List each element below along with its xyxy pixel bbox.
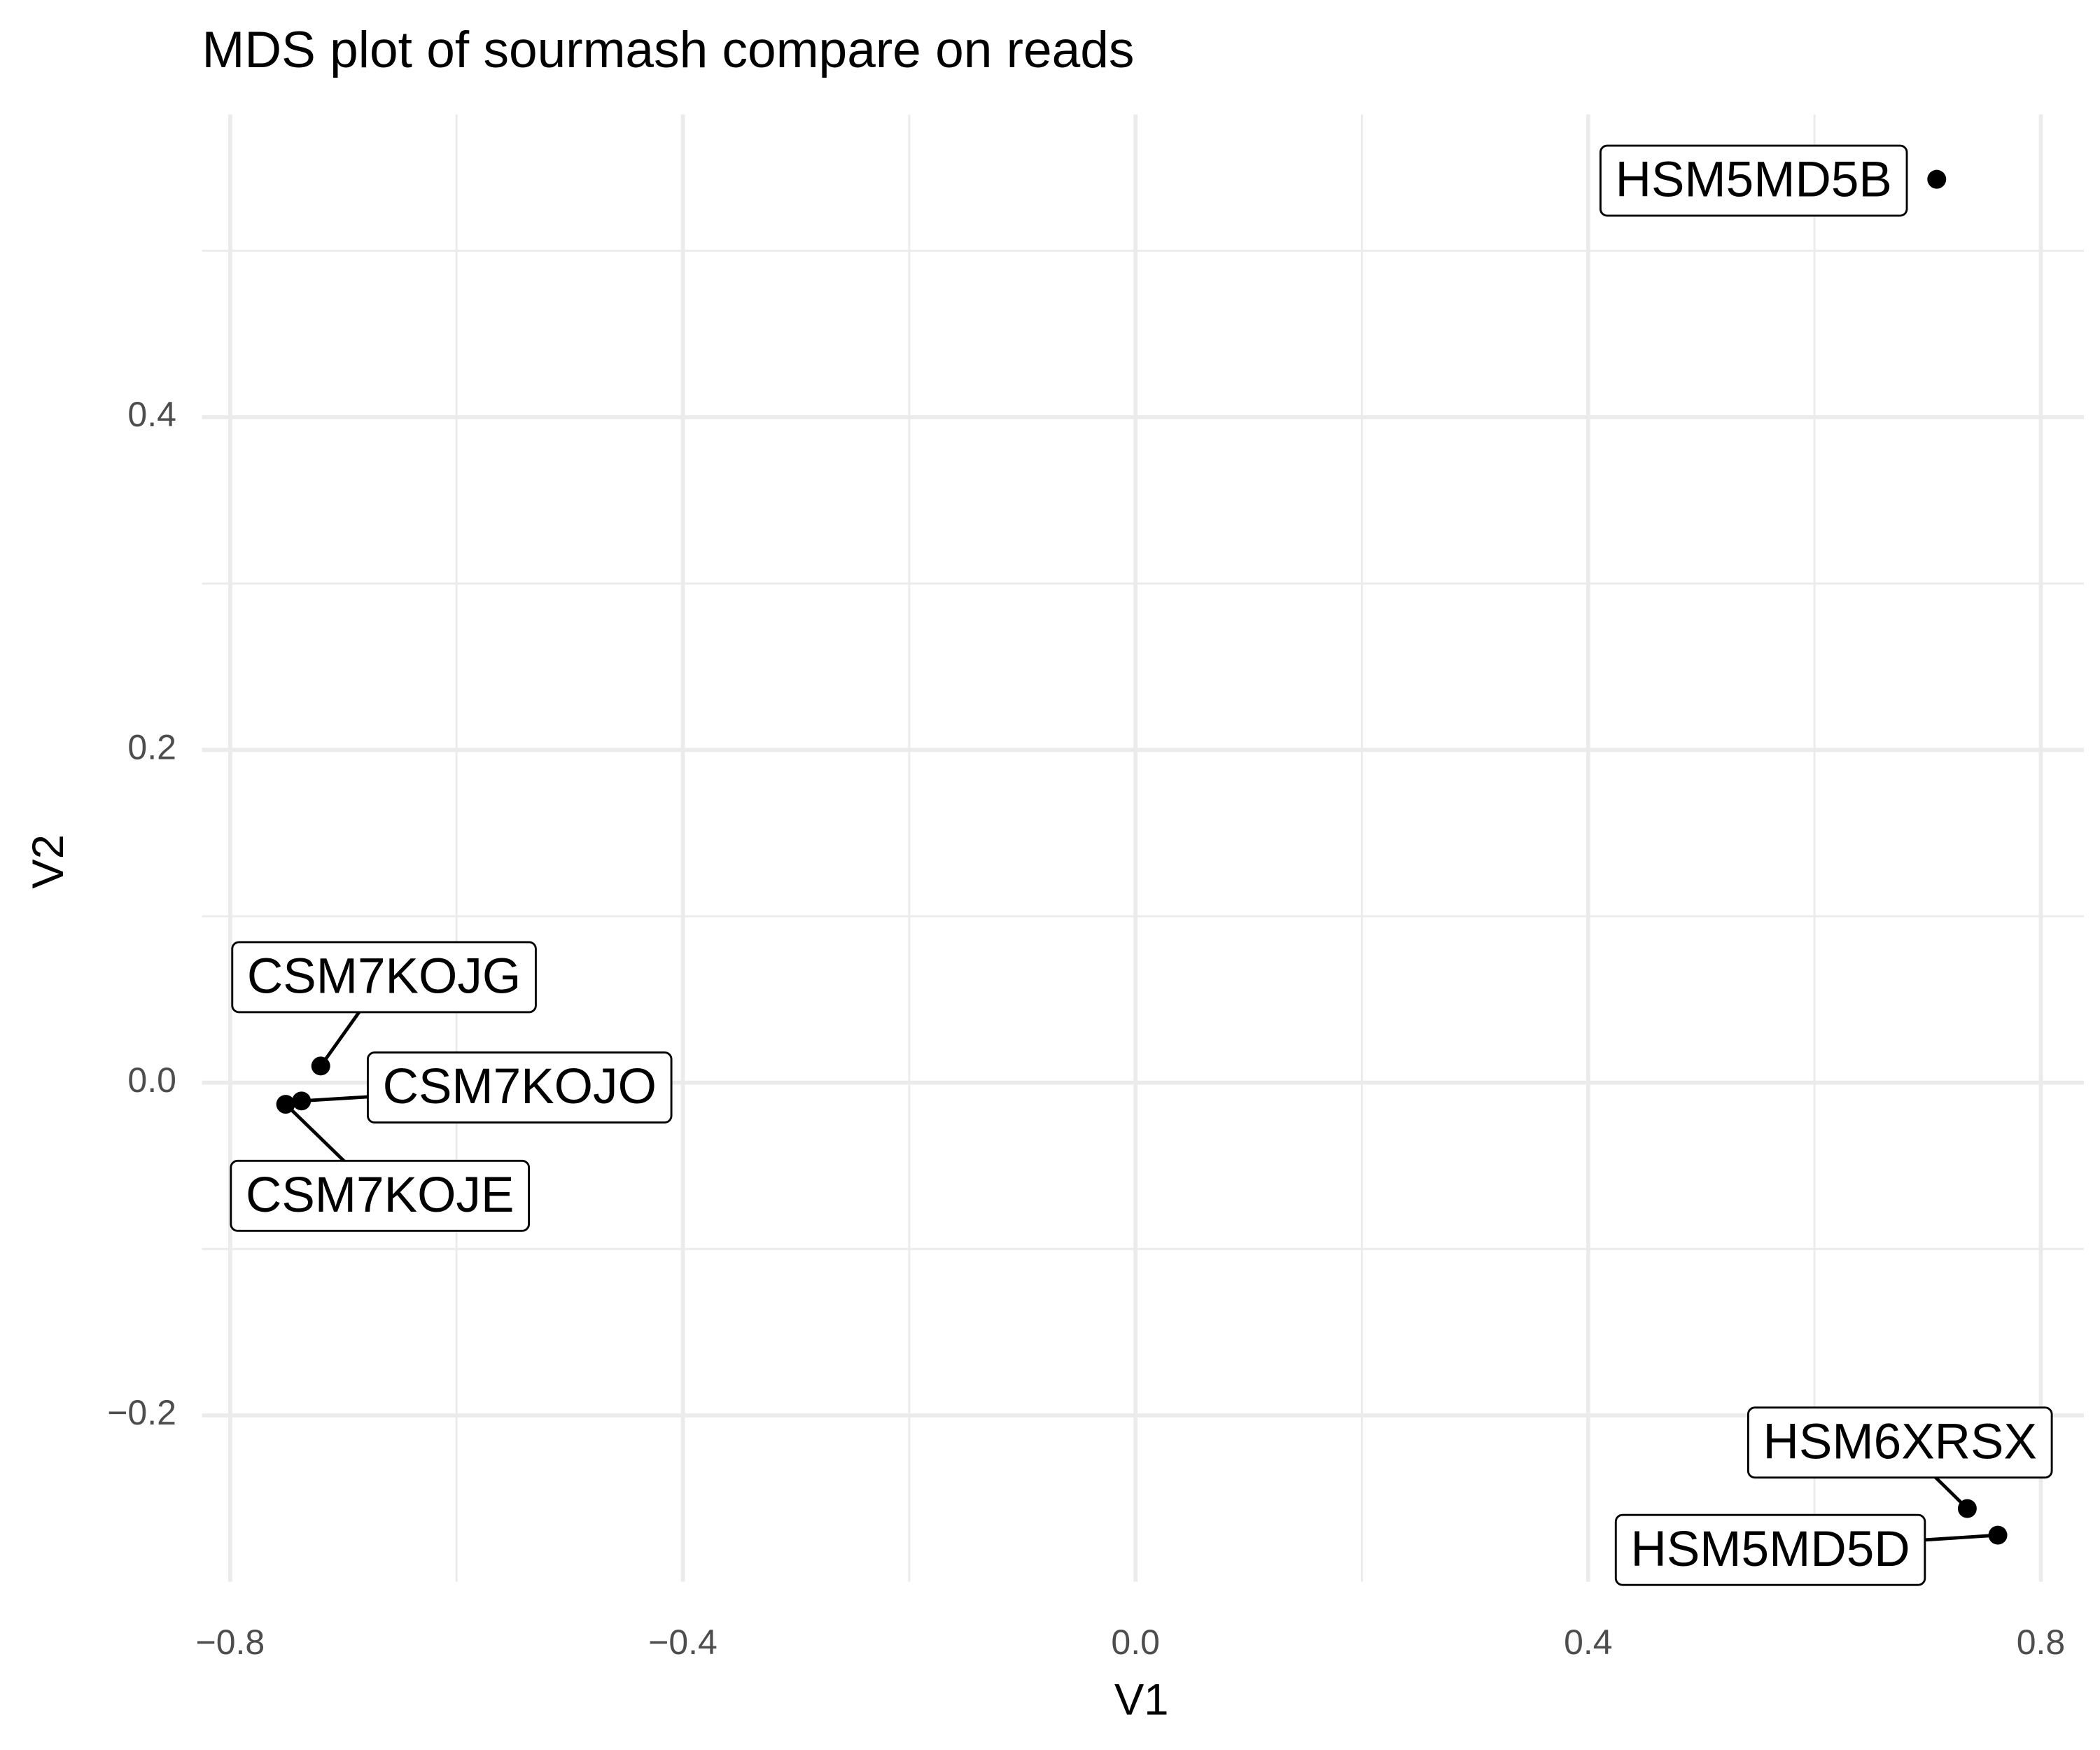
label-box [231, 941, 537, 1014]
point [276, 1095, 295, 1114]
point-label: HSM5MD5D [1630, 1522, 1910, 1577]
point-label: CSM7KOJG [247, 949, 521, 1004]
x-tick-label: 0.4 [1564, 1623, 1613, 1662]
label-box [366, 1051, 673, 1124]
y-axis-title: V2 [24, 834, 73, 889]
point [311, 1056, 330, 1076]
label-box [230, 1159, 531, 1232]
point-label: CSM7KOJO [383, 1059, 657, 1114]
point [1957, 1499, 1977, 1518]
x-tick-label: −0.8 [196, 1623, 265, 1662]
label-box [1746, 1406, 2053, 1479]
x-tick-label: 0.0 [1111, 1623, 1160, 1662]
y-tick-label: −0.2 [107, 1393, 176, 1432]
point [292, 1091, 312, 1111]
x-tick-label: 0.8 [2017, 1623, 2066, 1662]
y-tick-label: 0.4 [127, 395, 176, 434]
label-box [1614, 1513, 1926, 1586]
point-label: CSM7KOJE [246, 1168, 514, 1223]
point-label: HSM5MD5B [1616, 153, 1892, 208]
point [1988, 1525, 2008, 1545]
chart-title: MDS plot of sourmash compare on reads [202, 22, 1134, 78]
x-axis-title: V1 [1114, 1675, 1169, 1724]
point [1927, 169, 1947, 189]
label-box [1599, 144, 1908, 217]
y-tick-label: 0.0 [127, 1060, 176, 1100]
x-tick-label: −0.4 [648, 1623, 718, 1662]
point-label: HSM6XRSX [1763, 1414, 2037, 1469]
y-tick-label: 0.2 [127, 728, 176, 767]
